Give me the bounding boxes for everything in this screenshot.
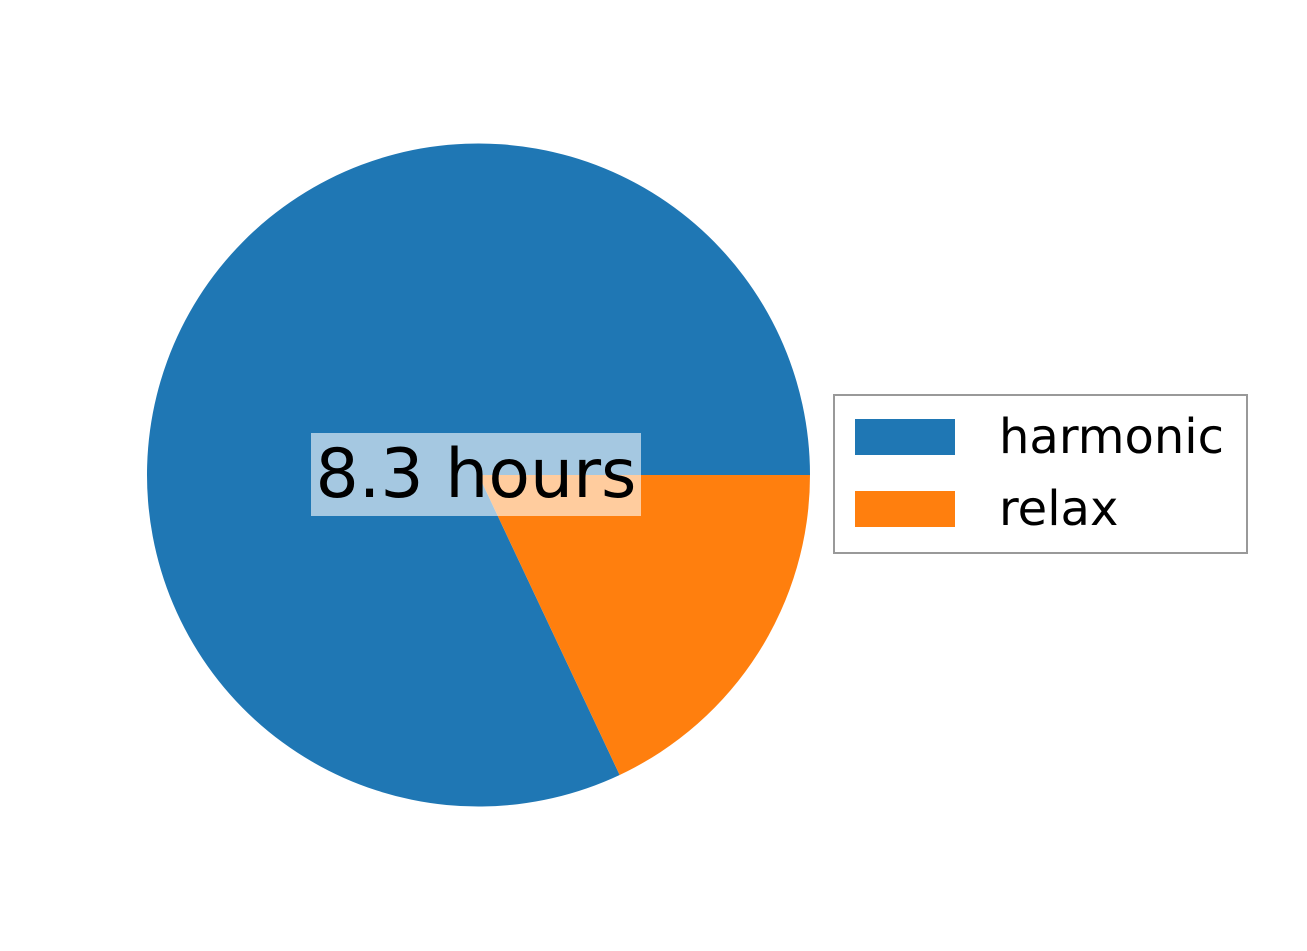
legend: harmonic relax — [833, 394, 1248, 554]
legend-swatch-relax — [855, 491, 955, 527]
legend-label-relax: relax — [999, 481, 1119, 537]
pie-center-label: 8.3 hours — [311, 433, 641, 516]
legend-item-harmonic: harmonic — [855, 401, 1246, 473]
legend-swatch-harmonic — [855, 419, 955, 455]
pie-slice-relax — [478, 475, 810, 775]
legend-item-relax: relax — [855, 473, 1246, 545]
legend-label-harmonic: harmonic — [999, 409, 1224, 465]
